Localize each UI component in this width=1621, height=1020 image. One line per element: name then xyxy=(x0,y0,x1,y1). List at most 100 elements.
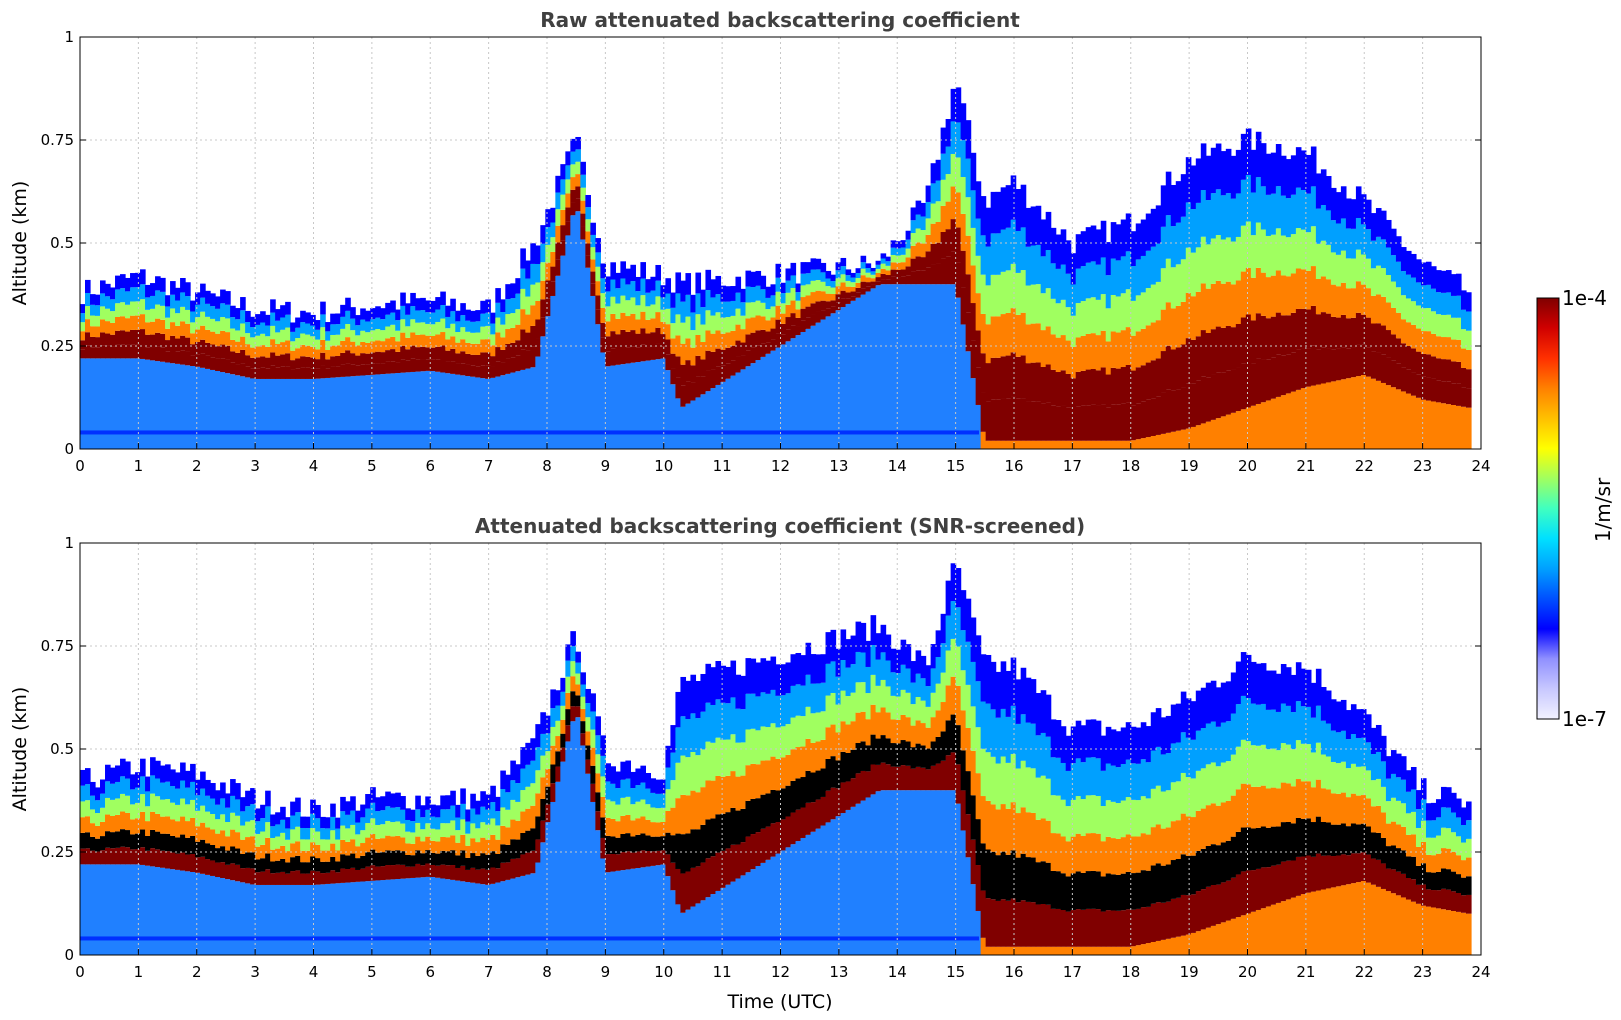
heatmap-column xyxy=(1205,682,1212,955)
heatmap-column xyxy=(320,816,326,955)
heatmap-column xyxy=(185,770,191,955)
heatmap-column xyxy=(1310,146,1317,449)
heatmap-column xyxy=(1415,259,1422,449)
heatmap-column xyxy=(220,782,226,955)
heatmap-column xyxy=(195,779,201,955)
heatmap-column xyxy=(495,796,501,955)
heatmap-column xyxy=(685,273,692,449)
heatmap-column xyxy=(570,138,576,449)
y-tick-label: 0.25 xyxy=(41,337,74,355)
heatmap-column xyxy=(1285,667,1292,955)
x-tick-label: 1 xyxy=(134,963,144,981)
heatmap-column xyxy=(410,292,416,449)
heatmap-column xyxy=(95,294,101,449)
x-tick-label: 14 xyxy=(888,963,907,981)
x-tick-label: 3 xyxy=(250,963,260,981)
heatmap-column xyxy=(410,809,416,955)
x-tick-label: 23 xyxy=(1413,963,1432,981)
heatmap-column xyxy=(185,282,191,449)
x-tick-label: 9 xyxy=(601,457,611,475)
heatmap-column xyxy=(695,272,702,449)
x-tick-label: 17 xyxy=(1063,457,1082,475)
heatmap-column xyxy=(630,264,636,449)
heatmap-column xyxy=(745,658,752,955)
x-tick-label: 6 xyxy=(425,457,435,475)
heatmap-column xyxy=(205,290,211,449)
heatmap-column xyxy=(1390,228,1397,449)
heatmap-column xyxy=(435,805,441,955)
heatmap-column xyxy=(1380,210,1387,449)
heatmap-column xyxy=(585,688,591,955)
heatmap-column xyxy=(605,276,611,449)
heatmap-column xyxy=(1130,726,1137,955)
heatmap-column xyxy=(1390,750,1397,955)
heatmap-column xyxy=(1405,250,1412,449)
heatmap-column xyxy=(280,305,286,449)
colorbar-min-label: 1e-7 xyxy=(1562,707,1607,731)
panel-screened-plot-area xyxy=(80,563,1472,955)
heatmap-column xyxy=(335,817,341,955)
heatmap-column xyxy=(1345,710,1352,955)
heatmap-column xyxy=(1170,184,1177,449)
heatmap-column xyxy=(495,288,501,449)
heatmap-column xyxy=(765,286,772,449)
heatmap-column xyxy=(545,715,551,955)
x-tick-label: 7 xyxy=(484,457,494,475)
heatmap-column xyxy=(535,245,541,449)
heatmap-column xyxy=(190,763,196,955)
heatmap-column xyxy=(1360,194,1367,449)
heatmap-column xyxy=(90,781,96,955)
heatmap-column xyxy=(890,648,897,955)
heatmap-column xyxy=(1125,722,1132,955)
heatmap-column xyxy=(860,622,867,955)
heatmap-column xyxy=(1450,792,1457,955)
panel-screened-grid xyxy=(80,543,1481,955)
y-tick-label: 1 xyxy=(64,534,74,552)
heatmap-column xyxy=(260,804,266,955)
heatmap-column xyxy=(1270,152,1277,449)
heatmap-column xyxy=(255,808,261,955)
heatmap-column xyxy=(520,248,526,449)
heatmap-column xyxy=(895,649,902,955)
heatmap-column xyxy=(460,303,466,449)
heatmap-column xyxy=(970,617,977,955)
heatmap-column xyxy=(775,664,782,955)
heatmap-column xyxy=(405,303,411,449)
heatmap-column xyxy=(720,285,727,449)
heatmap-column xyxy=(920,655,927,955)
heatmap-column xyxy=(360,804,366,955)
heatmap-column xyxy=(575,651,581,955)
heatmap-column xyxy=(750,658,757,955)
heatmap-column xyxy=(715,275,722,449)
heatmap-column xyxy=(125,761,131,955)
heatmap-column xyxy=(625,268,631,449)
heatmap-column xyxy=(1080,725,1087,955)
heatmap-column xyxy=(1105,242,1112,449)
heatmap-column xyxy=(940,127,947,449)
heatmap-column xyxy=(1225,148,1232,449)
heatmap-column xyxy=(420,805,426,955)
heatmap-column xyxy=(265,790,271,955)
heatmap-column xyxy=(1325,690,1332,955)
heatmap-column xyxy=(590,222,596,449)
heatmap-column xyxy=(1235,149,1242,449)
heatmap-column xyxy=(1440,270,1447,449)
heatmap-column xyxy=(925,665,932,955)
heatmap-column xyxy=(1175,181,1182,449)
heatmap-column xyxy=(665,745,672,955)
heatmap-column xyxy=(965,598,972,955)
heatmap-column xyxy=(895,241,902,449)
heatmap-column xyxy=(1190,165,1197,449)
heatmap-column xyxy=(610,262,616,449)
surface-band xyxy=(80,430,979,435)
heatmap-column xyxy=(1315,173,1322,449)
heatmap-column xyxy=(950,88,957,449)
heatmap-column xyxy=(800,262,807,449)
heatmap-column xyxy=(325,322,331,449)
heatmap-column xyxy=(480,791,486,955)
heatmap-column xyxy=(930,644,937,955)
heatmap-column xyxy=(440,291,446,449)
heatmap-column xyxy=(210,783,216,955)
heatmap-column xyxy=(790,262,797,449)
heatmap-column xyxy=(805,262,812,449)
